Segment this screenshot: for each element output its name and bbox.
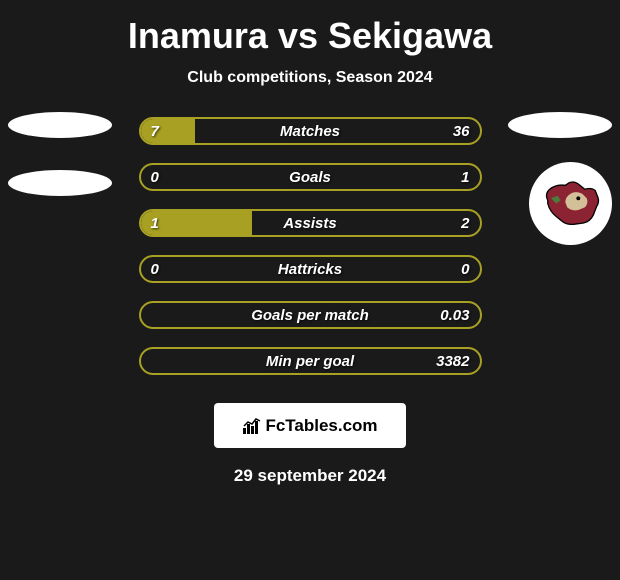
brand-label: FcTables.com	[265, 416, 377, 436]
chart-icon	[242, 418, 262, 434]
stat-value-left: 0	[151, 169, 159, 186]
stat-value-left: 7	[151, 123, 159, 140]
coyote-logo-icon	[538, 171, 603, 236]
avatar-placeholder-icon	[8, 170, 112, 196]
player-left-avatars	[8, 112, 112, 196]
stat-bar-goals-per-match: Goals per match 0.03	[139, 301, 482, 329]
footer-brand-badge: FcTables.com	[214, 403, 406, 448]
stat-label: Hattricks	[278, 261, 342, 278]
player-right-avatars	[508, 112, 612, 138]
team-badge-right	[529, 162, 612, 245]
stat-label: Min per goal	[266, 353, 354, 370]
avatar-placeholder-icon	[508, 112, 612, 138]
stat-bars: 7 Matches 36 0 Goals 1 1 Assists 2 0 Hat…	[139, 117, 482, 375]
stat-label: Goals per match	[251, 307, 369, 324]
stat-label: Matches	[280, 123, 340, 140]
stat-value-right: 36	[453, 123, 470, 140]
stat-value-right: 0	[461, 261, 469, 278]
stat-bar-hattricks: 0 Hattricks 0	[139, 255, 482, 283]
stat-bar-assists: 1 Assists 2	[139, 209, 482, 237]
stat-value-right: 2	[461, 215, 469, 232]
stat-value-left: 0	[151, 261, 159, 278]
stat-value-right: 0.03	[440, 307, 469, 324]
stat-bar-goals: 0 Goals 1	[139, 163, 482, 191]
date-text: 29 september 2024	[234, 466, 386, 486]
stat-label: Assists	[283, 215, 336, 232]
subtitle: Club competitions, Season 2024	[187, 69, 432, 87]
stat-value-right: 3382	[436, 353, 469, 370]
bar-fill	[141, 119, 195, 143]
stats-area: 7 Matches 36 0 Goals 1 1 Assists 2 0 Hat…	[0, 117, 620, 393]
stat-bar-matches: 7 Matches 36	[139, 117, 482, 145]
stat-value-left: 1	[151, 215, 159, 232]
footer-brand-text: FcTables.com	[242, 416, 377, 436]
stat-label: Goals	[289, 169, 331, 186]
page-title: Inamura vs Sekigawa	[128, 15, 492, 57]
comparison-container: Inamura vs Sekigawa Club competitions, S…	[0, 0, 620, 496]
stat-bar-min-per-goal: Min per goal 3382	[139, 347, 482, 375]
avatar-placeholder-icon	[8, 112, 112, 138]
stat-value-right: 1	[461, 169, 469, 186]
